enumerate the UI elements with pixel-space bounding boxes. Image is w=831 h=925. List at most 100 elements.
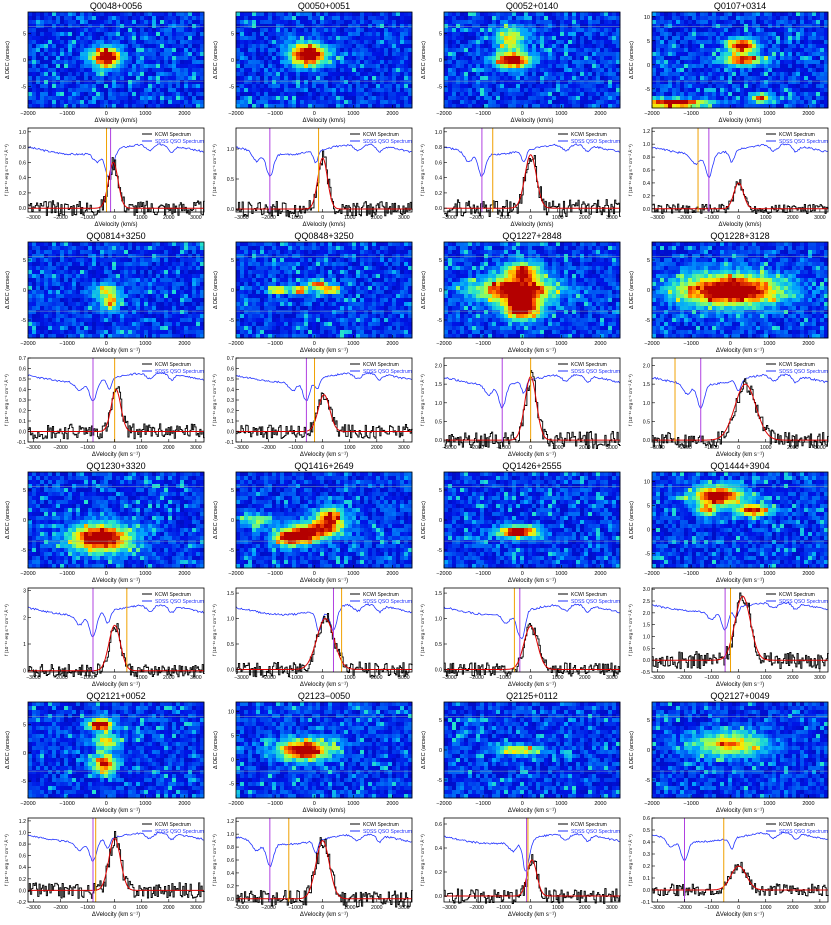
map-pixel: [148, 266, 152, 270]
map-pixel: [44, 40, 48, 44]
map-pixel: [448, 44, 452, 48]
map-pixel: [588, 28, 592, 32]
map-pixel: [508, 72, 512, 76]
map-pixel: [292, 92, 296, 96]
map-ytick-label: 5: [23, 31, 26, 37]
map-pixel: [476, 64, 480, 68]
map-pixel: [88, 36, 92, 40]
map-pixel: [756, 12, 760, 16]
map-pixel: [372, 100, 376, 104]
map-pixel: [492, 100, 496, 104]
map-pixel: [364, 76, 368, 80]
map-pixel: [376, 28, 380, 32]
map-pixel: [684, 76, 688, 80]
map-pixel: [84, 258, 88, 262]
map-pixel: [736, 84, 740, 88]
map-pixel: [460, 16, 464, 20]
map-pixel: [516, 52, 520, 56]
map-pixel: [160, 40, 164, 44]
map-pixel: [252, 88, 256, 92]
map-pixel: [608, 80, 612, 84]
map-pixel: [708, 92, 712, 96]
map-pixel: [808, 92, 812, 96]
map-pixel: [364, 60, 368, 64]
map-pixel: [676, 76, 680, 80]
map-pixel: [256, 40, 260, 44]
map-pixel: [148, 68, 152, 72]
map-pixel: [800, 84, 804, 88]
map-pixel: [816, 12, 820, 16]
map-pixel: [100, 286, 104, 290]
map-pixel: [560, 80, 564, 84]
map-pixel: [664, 80, 668, 84]
map-pixel: [152, 262, 156, 266]
map-pixel: [704, 44, 708, 48]
map-pixel: [392, 32, 396, 36]
map-pixel: [676, 52, 680, 56]
map-pixel: [144, 64, 148, 68]
map-pixel: [532, 44, 536, 48]
map-pixel: [588, 20, 592, 24]
map-pixel: [144, 20, 148, 24]
map-pixel: [556, 12, 560, 16]
map-pixel: [476, 92, 480, 96]
map-pixel: [740, 92, 744, 96]
map-pixel: [116, 28, 120, 32]
map-pixel: [372, 28, 376, 32]
map-pixel: [124, 80, 128, 84]
map-pixel: [136, 100, 140, 104]
map-pixel: [692, 76, 696, 80]
map-pixel: [472, 52, 476, 56]
map-pixel: [580, 20, 584, 24]
map-pixel: [496, 12, 500, 16]
map-pixel: [660, 72, 664, 76]
map-pixel: [124, 40, 128, 44]
map-pixel: [332, 12, 336, 16]
map-pixel: [660, 92, 664, 96]
map-pixel: [172, 68, 176, 72]
map-pixel: [596, 32, 600, 36]
map-pixel: [588, 84, 592, 88]
map-pixel: [180, 64, 184, 68]
map-pixel: [48, 274, 52, 278]
map-pixel: [512, 44, 516, 48]
map-pixel: [324, 28, 328, 32]
map-pixel: [108, 56, 112, 60]
map-pixel: [472, 40, 476, 44]
map-pixel: [764, 88, 768, 92]
map-pixel: [512, 60, 516, 64]
map-pixel: [384, 20, 388, 24]
map-pixel: [400, 64, 404, 68]
map-pixel: [128, 20, 132, 24]
map-pixel: [168, 64, 172, 68]
map-pixel: [244, 16, 248, 20]
map-pixel: [596, 96, 600, 100]
map-pixel: [88, 274, 92, 278]
map-pixel: [112, 266, 116, 270]
map-pixel: [608, 92, 612, 96]
map-pixel: [144, 100, 148, 104]
map-pixel: [372, 96, 376, 100]
map-pixel: [452, 16, 456, 20]
map-pixel: [196, 250, 200, 254]
map-pixel: [48, 100, 52, 104]
map-pixel: [304, 76, 308, 80]
map-pixel: [328, 80, 332, 84]
map-pixel: [40, 88, 44, 92]
map-pixel: [312, 72, 316, 76]
map-pixel: [500, 28, 504, 32]
map-pixel: [296, 64, 300, 68]
map-pixel: [552, 100, 556, 104]
map-pixel: [316, 40, 320, 44]
map-pixel: [40, 80, 44, 84]
map-pixel: [804, 80, 808, 84]
map-pixel: [664, 92, 668, 96]
map-pixel: [664, 12, 668, 16]
map-pixel: [344, 92, 348, 96]
map-pixel: [444, 44, 448, 48]
map-pixel: [664, 100, 668, 104]
spectrum-xtick-label: 1000: [136, 215, 148, 221]
map-pixel: [584, 76, 588, 80]
map-pixel: [312, 28, 316, 32]
